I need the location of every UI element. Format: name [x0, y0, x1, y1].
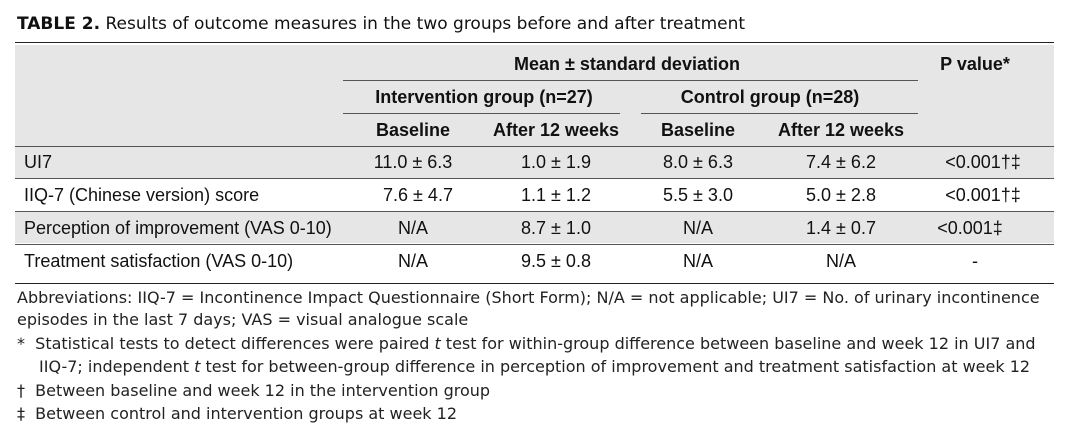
cell-ctl-after: 5.0 ± 2.8 [806, 185, 876, 205]
footnote-star-mid: test for within-group difference between… [440, 334, 1036, 353]
cell-ctl-after: 1.4 ± 0.7 [806, 218, 876, 238]
footnote-double-dagger-mark: ‡ [17, 404, 25, 423]
footnote-abbreviations-line2: episodes in the last 7 days; VAS = visua… [17, 310, 469, 329]
cell-int-baseline: N/A [397, 218, 429, 238]
cell-int-after: 8.7 ± 1.0 [521, 218, 591, 238]
footnote-star-line2-pre: IIQ-7; independent [39, 357, 195, 376]
cell-ctl-baseline: N/A [682, 218, 714, 238]
header-ctl-baseline: Baseline [660, 120, 736, 140]
header-mean-sd: Mean ± standard deviation [514, 54, 740, 74]
cell-int-after: 9.5 ± 0.8 [521, 251, 591, 271]
cell-p-value: <0.001†‡ [945, 185, 1021, 205]
row-rule [15, 244, 1054, 245]
row-rule [15, 146, 1054, 147]
footnote-double-dagger-text: Between control and intervention groups … [35, 404, 458, 423]
header-p-value: P value* [940, 54, 1010, 74]
table-row [15, 211, 1054, 243]
table-row [15, 244, 1054, 276]
header-rule-2b [641, 113, 918, 114]
footnote-dagger-mark: † [17, 381, 25, 400]
cell-int-baseline: 7.6 ± 4.7 [383, 185, 453, 205]
cell-int-baseline: N/A [397, 251, 429, 271]
header-rule-1 [343, 80, 918, 81]
header-int-after: After 12 weeks [492, 120, 620, 140]
header-intervention-group: Intervention group (n=27) [375, 87, 593, 107]
header-control-group: Control group (n=28) [680, 87, 860, 107]
table-caption-text: Results of outcome measures in the two g… [105, 14, 746, 34]
footnote-star: * Statistical tests to detect difference… [17, 333, 1036, 355]
row-label: IIQ-7 (Chinese version) score [24, 185, 260, 205]
footnote-star-t2: t [194, 357, 201, 376]
cell-int-baseline: 11.0 ± 6.3 [373, 152, 453, 172]
footnote-dagger-text: Between baseline and week 12 in the inte… [35, 381, 491, 400]
table-header [15, 45, 1054, 146]
footnote-double-dagger: ‡ Between control and intervention group… [17, 403, 457, 425]
table-row [15, 178, 1054, 210]
cell-ctl-baseline: 5.5 ± 3.0 [663, 185, 733, 205]
footnote-abbreviations-line1: Abbreviations: IIQ-7 = Incontinence Impa… [17, 288, 1040, 307]
row-label: UI7 [24, 152, 53, 172]
table-bottom-rule [15, 283, 1054, 284]
cell-ctl-baseline: 8.0 ± 6.3 [663, 152, 733, 172]
cell-p-value: - [972, 251, 978, 271]
footnote-star-line2: IIQ-7; independent t test for between-gr… [39, 356, 1030, 378]
footnote-star-pre: Statistical tests to detect differences … [35, 334, 435, 353]
header-int-baseline: Baseline [375, 120, 451, 140]
row-label: Treatment satisfaction (VAS 0-10) [24, 251, 294, 271]
cell-ctl-baseline: N/A [682, 251, 714, 271]
cell-p-value: <0.001†‡ [945, 152, 1021, 172]
table-row [15, 146, 1054, 178]
cell-int-after: 1.1 ± 1.2 [521, 185, 591, 205]
cell-int-after: 1.0 ± 1.9 [521, 152, 591, 172]
cell-ctl-after: 7.4 ± 6.2 [806, 152, 876, 172]
row-rule [15, 211, 1054, 212]
header-ctl-after: After 12 weeks [777, 120, 905, 140]
footnote-star-mark: * [17, 334, 25, 353]
row-rule [15, 178, 1054, 179]
footnote-star-t1: t [434, 334, 441, 353]
table-caption-label: TABLE 2. [17, 14, 101, 34]
table-caption: TABLE 2. Results of outcome measures in … [17, 14, 745, 34]
header-rule-2a [343, 113, 620, 114]
cell-ctl-after: N/A [825, 251, 857, 271]
row-label: Perception of improvement (VAS 0-10) [24, 218, 332, 238]
footnote-dagger: † Between baseline and week 12 in the in… [17, 380, 490, 402]
footnote-star-line2-post: test for between-group difference in per… [200, 357, 1031, 376]
caption-rule [15, 42, 1054, 43]
cell-p-value: <0.001‡ [937, 218, 1003, 238]
